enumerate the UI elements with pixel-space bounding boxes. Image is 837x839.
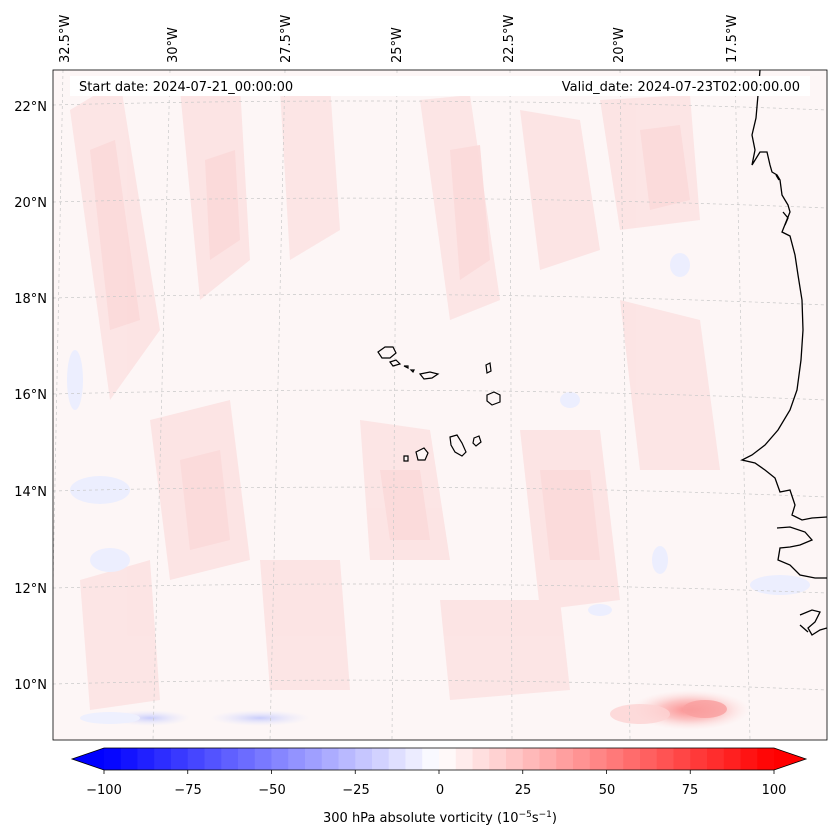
colorbar-segment: [606, 748, 624, 770]
lat-label: 10°N: [14, 678, 47, 693]
lon-label: 25°W: [390, 27, 405, 63]
colorbar-segment: [338, 748, 356, 770]
colorbar-segment: [288, 748, 306, 770]
colorbar-tick-label: −25: [342, 783, 369, 798]
colorbar-segment: [120, 748, 139, 770]
colorbar-label: 300 hPa absolute vorticity (10−5s−1): [323, 810, 557, 826]
lat-label: 20°N: [14, 196, 47, 211]
lat-label: 16°N: [14, 388, 47, 403]
colorbar-segment: [439, 748, 457, 770]
colorbar-segment: [623, 748, 641, 770]
colorbar-segment: [472, 748, 490, 770]
vorticity-field: [53, 70, 827, 740]
colorbar-segment: [522, 748, 541, 770]
colorbar-segment: [556, 748, 574, 770]
colorbar-segment: [154, 748, 172, 770]
cape-verde-islands: [377, 346, 501, 462]
colorbar-segment: [104, 748, 122, 770]
colorbar-tick-label: 0: [436, 783, 444, 798]
colorbar-segment: [656, 748, 675, 770]
colorbar-segment: [321, 748, 340, 770]
latitude-labels: 22°N 20°N 18°N 16°N 14°N 12°N 10°N: [14, 100, 47, 693]
lon-label: 32.5°W: [58, 15, 73, 63]
lon-label: 17.5°W: [725, 15, 740, 63]
colorbar-extend-low: [72, 748, 104, 770]
colorbar-segment: [171, 748, 189, 770]
map-frame: [52, 69, 828, 741]
colorbar-segment: [405, 748, 423, 770]
lat-label: 14°N: [14, 485, 47, 500]
colorbar-segment: [137, 748, 155, 770]
colorbar-tick-label: 75: [682, 783, 699, 798]
colorbar-segment: [254, 748, 273, 770]
lon-label: 27.5°W: [279, 15, 294, 63]
colorbar-segment: [455, 748, 474, 770]
colorbar-tick-label: −50: [258, 783, 285, 798]
colorbar-tick-label: 25: [515, 783, 532, 798]
graticule: [53, 70, 827, 740]
colorbar-segment: [539, 748, 557, 770]
lon-label: 22.5°W: [502, 15, 517, 63]
colorbar-segment: [690, 748, 708, 770]
lon-label: 20°W: [612, 27, 627, 63]
colorbar-tick-label: −75: [174, 783, 201, 798]
colorbar-tick-label: −100: [86, 783, 122, 798]
start-date-text: Start date: 2024-07-21_00:00:00: [79, 80, 293, 95]
colorbar-segment: [740, 748, 758, 770]
coastline: [740, 70, 827, 636]
colorbar-segment: [238, 748, 256, 770]
colorbar-ticks: −100 −75 −50 −25 0 25 50 75 100: [86, 783, 786, 798]
colorbar-segment: [204, 748, 222, 770]
colorbar-segment: [723, 748, 742, 770]
colorbar-segment: [422, 748, 440, 770]
lat-label: 12°N: [14, 582, 47, 597]
colorbar-tick-label: 50: [599, 783, 616, 798]
lat-label: 18°N: [14, 292, 47, 307]
colorbar-segment: [221, 748, 239, 770]
colorbar-segment: [573, 748, 591, 770]
colorbar-segment: [355, 748, 373, 770]
colorbar-segment: [707, 748, 725, 770]
colorbar-segment: [388, 748, 407, 770]
colorbar-segment: [640, 748, 658, 770]
colorbar-segment: [757, 748, 775, 770]
colorbar: [70, 747, 808, 774]
header-box: [70, 76, 810, 96]
colorbar-segment: [305, 748, 323, 770]
colorbar-segment: [187, 748, 206, 770]
colorbar-segment: [506, 748, 524, 770]
colorbar-tick-label: 100: [762, 783, 787, 798]
colorbar-extend-high: [774, 748, 806, 770]
colorbar-segment: [372, 748, 390, 770]
longitude-labels: 32.5°W 30°W 27.5°W 25°W 22.5°W 20°W 17.5…: [58, 15, 740, 63]
colorbar-segment: [673, 748, 691, 770]
colorbar-segment: [489, 748, 507, 770]
lat-label: 22°N: [14, 100, 47, 115]
colorbar-segment: [589, 748, 608, 770]
colorbar-segment: [271, 748, 289, 770]
lon-label: 30°W: [166, 27, 181, 63]
valid-date-text: Valid_date: 2024-07-23T02:00:00.00: [562, 80, 800, 95]
